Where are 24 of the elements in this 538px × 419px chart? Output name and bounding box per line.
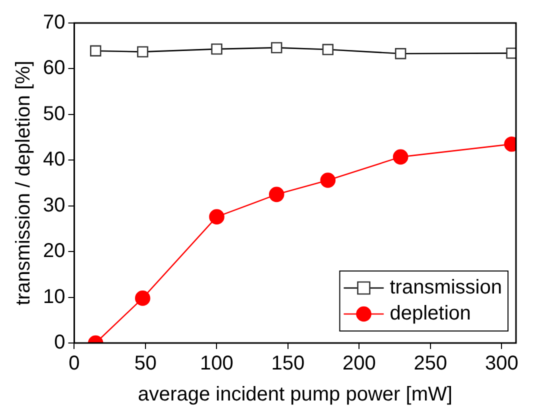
x-tick-label: 150 [271,352,305,375]
y-tick-label: 60 [42,57,66,80]
legend-label: depletion [390,302,471,325]
legend-label: transmission [390,276,502,299]
point [268,186,284,202]
x-tick-label: 200 [342,352,376,375]
y-tick-label: 70 [42,12,66,34]
x-tick-label: 100 [200,352,234,375]
y-axis-title: transmission / depletion [%] [12,60,35,306]
y-tick-label: 50 [42,102,66,125]
x-tick-label: 50 [134,352,157,375]
point [134,290,150,306]
x-tick-label: 300 [485,352,518,375]
y-tick-label: 40 [42,148,66,171]
point [209,209,224,224]
x-tick-label: 250 [414,352,448,375]
y-tick-label: 10 [42,286,66,308]
y-tick-label: 20 [42,240,66,262]
x-axis-title: average incident pump power [mW] [138,384,452,406]
point [320,172,336,188]
x-tick-label: 0 [68,352,80,375]
point [392,149,408,165]
y-tick-label: 30 [42,194,66,216]
y-tick-label: 0 [54,332,66,354]
